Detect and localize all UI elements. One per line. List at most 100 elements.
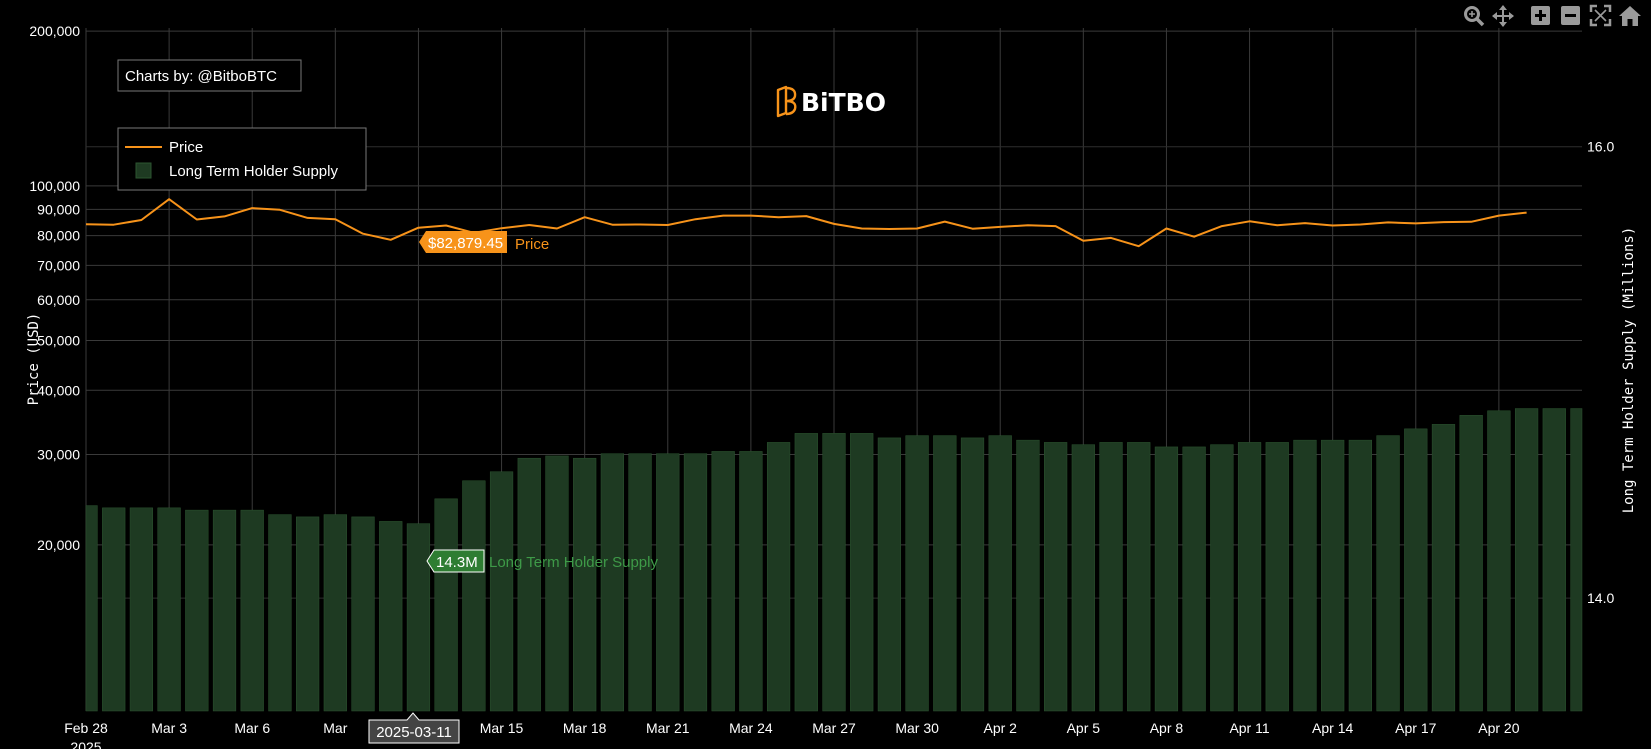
bitbo-logo: BiTBO	[776, 85, 886, 118]
supply-bar	[739, 451, 763, 712]
supply-bar	[102, 507, 126, 712]
hover-date: 2025-03-11	[368, 712, 460, 744]
x-tick-label: Mar 3	[151, 720, 187, 736]
y-tick-label: 70,000	[37, 257, 80, 273]
supply-bar	[573, 457, 597, 712]
supply-bar	[85, 505, 98, 712]
x-tick-label: Apr 17	[1395, 720, 1436, 736]
x-tick-label: Apr 14	[1312, 720, 1353, 736]
y2-tick-label: 14.0	[1587, 590, 1614, 606]
supply-bar	[1071, 444, 1095, 712]
supply-bar	[1016, 439, 1040, 712]
x-tick-label: Apr 20	[1478, 720, 1519, 736]
bitbo-logo-icon	[776, 85, 797, 118]
supply-bar	[406, 523, 431, 712]
supply-bar	[1182, 446, 1206, 712]
hover-supply: 14.3M Long Term Holder Supply	[426, 549, 658, 573]
y-tick-label: 90,000	[37, 201, 80, 217]
y-tick-label: 50,000	[37, 332, 80, 348]
reset-axes-icon[interactable]	[1619, 6, 1641, 26]
supply-bar	[545, 455, 569, 712]
legend-item-supply[interactable]: Long Term Holder Supply	[135, 162, 338, 180]
supply-bar	[212, 509, 237, 712]
x-tick-label: Apr 5	[1067, 720, 1101, 736]
supply-bar	[1487, 410, 1511, 712]
zoom-in-icon[interactable]	[1531, 6, 1550, 25]
supply-bar	[1099, 442, 1123, 712]
supply-bar	[1570, 408, 1583, 712]
x-tick-label: Mar 30	[895, 720, 939, 736]
supply-bar	[1237, 442, 1262, 712]
supply-bar	[379, 521, 403, 712]
supply-bar	[1376, 435, 1400, 712]
supply-bar	[1044, 442, 1068, 712]
hover-date-value: 2025-03-11	[376, 724, 452, 741]
zoom-icon[interactable]	[1463, 5, 1485, 27]
y2-tick-label: 16.0	[1587, 139, 1614, 155]
supply-bar	[822, 433, 846, 712]
x-tick-label: Mar 6	[234, 720, 270, 736]
supply-bar	[1154, 446, 1179, 712]
y-tick-label: 20,000	[37, 537, 80, 553]
legend-price-label: Price	[169, 139, 203, 156]
y2-axis-title: Long Term Holder Supply (Millions)	[1621, 227, 1637, 514]
supply-bar	[240, 509, 264, 712]
supply-bar	[1265, 442, 1289, 712]
hover-supply-series: Long Term Holder Supply	[489, 554, 658, 571]
supply-bar	[185, 509, 209, 712]
legend-supply-swatch	[135, 162, 152, 179]
supply-bar	[766, 442, 791, 712]
pan-icon[interactable]	[1492, 5, 1514, 27]
x-tick-label: Apr 11	[1229, 720, 1269, 736]
x-tick-label: Mar	[323, 720, 347, 736]
x-tick-label: Mar 24	[729, 720, 773, 736]
x-year-label: 2025	[70, 739, 101, 749]
y-axis-ticks: 20,000 30,000 40,000 50,000 60,000 70,000 80,0…	[29, 23, 80, 553]
legend: Price Long Term Holder Supply	[117, 127, 367, 191]
supply-bar	[323, 514, 347, 712]
supply-bar	[877, 437, 902, 712]
hover-supply-value: 14.3M	[436, 554, 478, 571]
supply-bar	[434, 498, 458, 712]
supply-bar	[988, 435, 1012, 712]
supply-bar	[600, 453, 624, 712]
y-axis-title: Price (USD)	[26, 313, 42, 406]
supply-bar	[462, 480, 486, 712]
y-tick-label: 60,000	[37, 292, 80, 308]
supply-bar	[850, 433, 874, 712]
x-tick-label: Feb 28	[64, 720, 108, 736]
y-tick-label: 80,000	[37, 228, 80, 244]
credit-box: Charts by: @BitboBTC	[117, 59, 302, 92]
supply-bar	[960, 437, 985, 712]
supply-bar	[905, 435, 929, 712]
legend-supply-label: Long Term Holder Supply	[169, 163, 338, 180]
x-tick-label: Mar 27	[812, 720, 856, 736]
x-tick-label: Mar 18	[563, 720, 607, 736]
supply-bar	[1514, 408, 1539, 712]
supply-bar	[157, 507, 181, 712]
autoscale-icon[interactable]	[1589, 4, 1612, 27]
supply-bar	[1404, 428, 1428, 712]
supply-bar	[1542, 408, 1566, 712]
zoom-out-icon[interactable]	[1561, 6, 1580, 25]
y-tick-label: 30,000	[37, 446, 80, 462]
modebar	[1463, 4, 1641, 27]
supply-bar	[794, 433, 818, 712]
long-term-holder-supply-bars	[85, 408, 1583, 712]
y-tick-label: 100,000	[29, 178, 80, 194]
credit-text: Charts by: @BitboBTC	[125, 68, 277, 85]
supply-bar	[1431, 424, 1456, 712]
price-series-line	[85, 198, 1527, 248]
supply-bar	[656, 453, 680, 712]
supply-bar	[489, 471, 514, 712]
supply-bar	[683, 453, 708, 712]
x-tick-label: Apr 8	[1150, 720, 1184, 736]
supply-bar	[129, 507, 154, 712]
supply-bar	[1321, 439, 1345, 712]
legend-item-price[interactable]: Price	[125, 139, 203, 156]
supply-bar	[711, 451, 735, 712]
supply-bar	[1459, 415, 1483, 712]
y-tick-label: 200,000	[29, 23, 80, 39]
